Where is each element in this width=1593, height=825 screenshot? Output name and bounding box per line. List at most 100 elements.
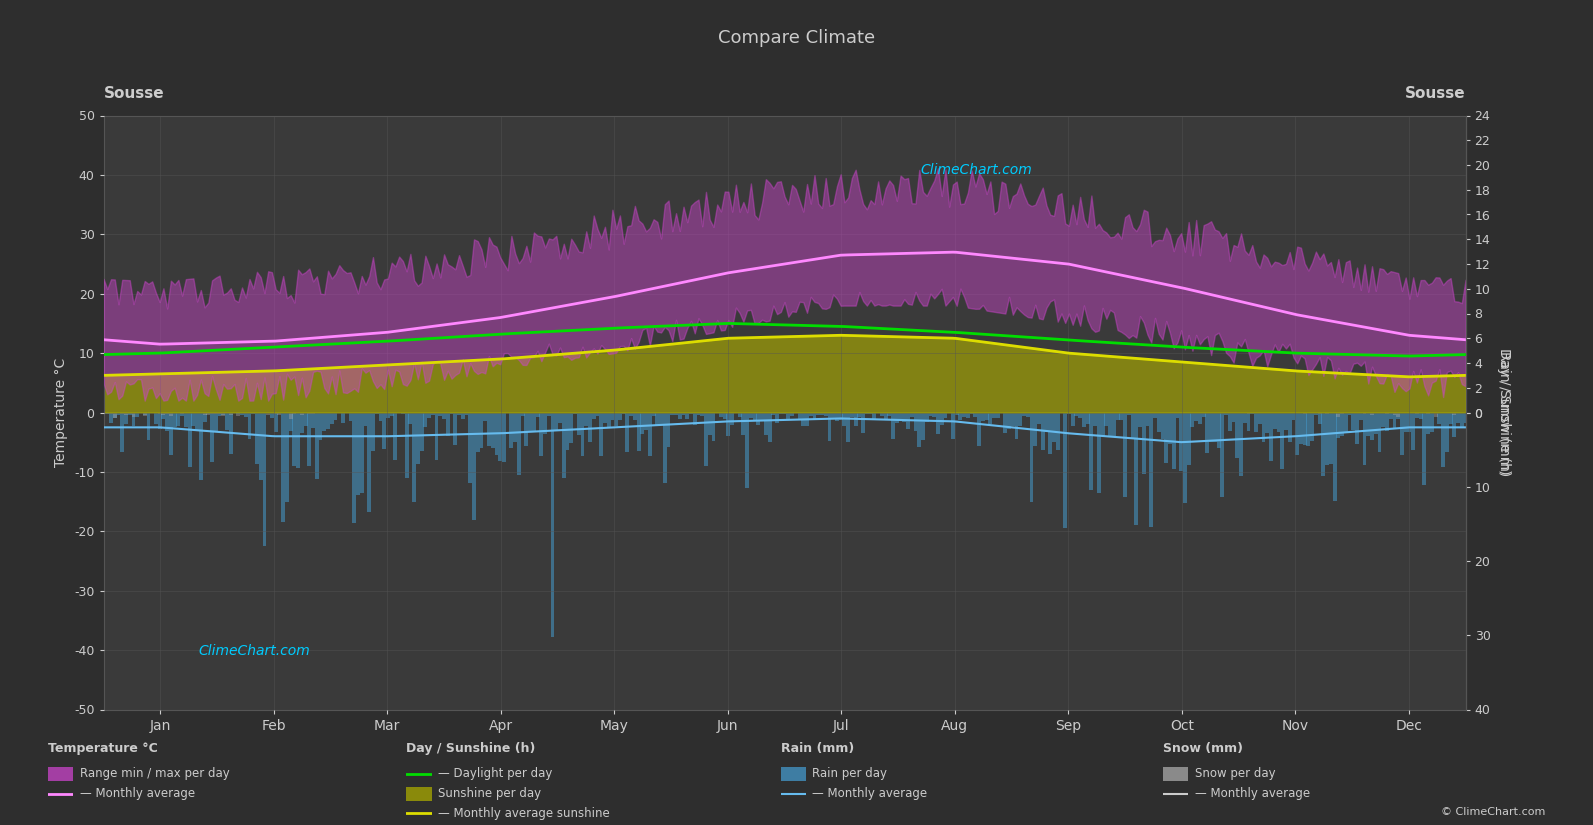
Bar bbox=[1325, 412, 1329, 413]
Bar bbox=[166, 412, 169, 431]
Bar bbox=[360, 412, 363, 493]
Bar bbox=[588, 412, 593, 442]
Bar bbox=[644, 412, 648, 430]
Bar bbox=[363, 412, 368, 426]
Bar bbox=[573, 412, 577, 414]
Bar bbox=[460, 412, 465, 418]
Bar bbox=[679, 412, 682, 419]
Bar bbox=[288, 412, 293, 431]
Bar bbox=[180, 412, 185, 416]
Bar bbox=[1247, 412, 1251, 414]
Bar bbox=[161, 412, 166, 419]
Bar bbox=[580, 412, 585, 456]
Bar bbox=[685, 412, 690, 419]
Bar bbox=[277, 412, 282, 414]
Bar bbox=[1258, 412, 1262, 423]
Bar bbox=[1149, 412, 1153, 527]
Bar bbox=[1419, 412, 1423, 418]
Bar bbox=[1153, 412, 1157, 418]
Bar bbox=[973, 412, 978, 417]
Bar bbox=[472, 412, 476, 521]
Bar bbox=[1195, 412, 1198, 421]
Bar bbox=[1276, 412, 1281, 431]
Bar bbox=[749, 412, 753, 418]
Bar bbox=[921, 412, 926, 440]
Bar bbox=[435, 412, 438, 460]
Bar bbox=[274, 412, 277, 432]
Text: — Monthly average sunshine: — Monthly average sunshine bbox=[438, 807, 610, 820]
Bar bbox=[207, 412, 210, 415]
Bar bbox=[319, 412, 322, 440]
Bar bbox=[252, 412, 255, 414]
Bar bbox=[827, 412, 832, 441]
Bar bbox=[577, 412, 581, 435]
Text: Snow (mm): Snow (mm) bbox=[1163, 742, 1243, 756]
Bar bbox=[1086, 412, 1090, 424]
Bar bbox=[1212, 412, 1217, 442]
Bar bbox=[1101, 412, 1104, 436]
Bar bbox=[304, 412, 307, 426]
Bar bbox=[108, 412, 113, 413]
Bar bbox=[322, 412, 327, 431]
Bar bbox=[535, 412, 540, 417]
Bar bbox=[1367, 412, 1370, 436]
Bar bbox=[1392, 412, 1397, 415]
Bar bbox=[352, 412, 357, 523]
Bar bbox=[1306, 412, 1311, 446]
Bar bbox=[357, 412, 360, 495]
Bar bbox=[483, 412, 487, 422]
Bar bbox=[1362, 412, 1367, 414]
Text: Sousse: Sousse bbox=[104, 86, 164, 101]
Bar bbox=[494, 412, 499, 455]
Bar bbox=[1400, 412, 1403, 455]
Bar bbox=[188, 412, 191, 467]
Bar bbox=[161, 412, 166, 415]
Bar bbox=[801, 412, 804, 426]
Text: Range min / max per day: Range min / max per day bbox=[80, 767, 229, 780]
Bar bbox=[1411, 412, 1415, 413]
Bar bbox=[977, 412, 981, 446]
Bar bbox=[143, 412, 147, 417]
Bar bbox=[1381, 412, 1386, 427]
Bar bbox=[135, 412, 139, 417]
Bar bbox=[1098, 412, 1101, 493]
Bar bbox=[524, 412, 529, 446]
Bar bbox=[1187, 412, 1190, 465]
Bar bbox=[1337, 412, 1340, 417]
Bar bbox=[368, 412, 371, 512]
Bar bbox=[1397, 412, 1400, 419]
Bar bbox=[809, 412, 812, 417]
Bar bbox=[449, 412, 454, 413]
Bar bbox=[416, 412, 421, 464]
Bar bbox=[1340, 412, 1344, 414]
Bar bbox=[1145, 412, 1150, 427]
Bar bbox=[158, 412, 161, 414]
Bar bbox=[798, 412, 801, 420]
Bar bbox=[704, 412, 707, 466]
Bar bbox=[499, 412, 502, 460]
Bar bbox=[1445, 412, 1448, 451]
Bar bbox=[299, 412, 304, 415]
Bar bbox=[1426, 412, 1431, 434]
Bar bbox=[1284, 412, 1287, 430]
Bar bbox=[1434, 412, 1437, 417]
Bar bbox=[1445, 412, 1448, 413]
Bar bbox=[1403, 412, 1408, 432]
Bar bbox=[1456, 412, 1461, 423]
Bar bbox=[213, 412, 218, 413]
Bar bbox=[906, 412, 910, 430]
Bar bbox=[840, 412, 843, 420]
Bar bbox=[902, 412, 906, 422]
Bar bbox=[1437, 412, 1442, 424]
Bar bbox=[707, 412, 712, 435]
Text: — Monthly average: — Monthly average bbox=[1195, 787, 1309, 800]
Bar bbox=[274, 412, 277, 413]
Bar bbox=[1453, 412, 1456, 437]
Bar bbox=[851, 412, 854, 417]
Bar bbox=[932, 412, 937, 417]
Bar bbox=[569, 412, 573, 444]
Bar bbox=[820, 412, 824, 415]
Bar bbox=[124, 412, 127, 424]
Bar bbox=[113, 412, 116, 418]
Bar bbox=[333, 412, 338, 420]
